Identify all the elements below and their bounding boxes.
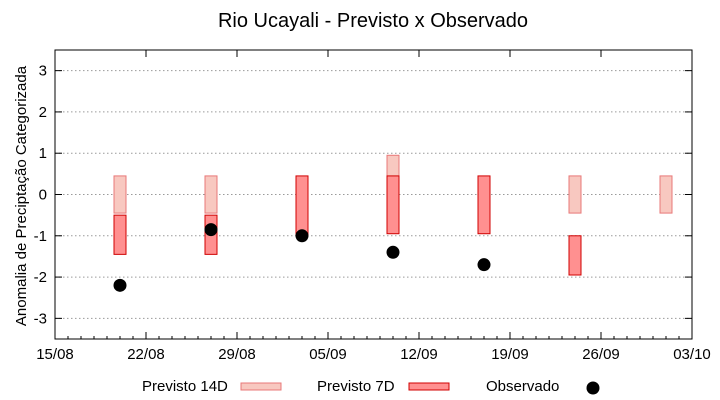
previsto-14d-bar [568, 175, 582, 214]
gridlines [55, 70, 692, 319]
observado-point [204, 223, 218, 237]
legend-swatch [408, 382, 450, 391]
previsto-7d-bar [113, 214, 127, 255]
y-tick-label: 0 [39, 187, 47, 204]
y-axis-label: Anomalia de Preciptação Categorizada [13, 65, 30, 326]
legend-label: Previsto 14D [142, 378, 228, 395]
y-tick-label: -1 [34, 228, 47, 245]
y-tick-label: 1 [39, 145, 47, 162]
x-tick-label: 15/08 [36, 346, 74, 363]
legend-label: Previsto 7D [317, 378, 395, 395]
observado-point [477, 258, 491, 272]
observado-point [386, 245, 400, 259]
previsto-7d-bar [295, 175, 309, 237]
chart-marks [113, 154, 673, 292]
x-tick-label: 22/08 [127, 346, 165, 363]
y-tick-label: 3 [39, 63, 47, 80]
axes: -3 -2 -1 0 1 2 3 15/08 22/08 29/08 05/09 12/09 19/09… [34, 50, 711, 363]
previsto-14d-bar [204, 175, 218, 214]
x-tick-label: 05/09 [309, 346, 347, 363]
chart-title: Rio Ucayali - Previsto x Observado [218, 10, 528, 32]
previsto-7d-bar [568, 235, 582, 276]
previsto-7d-bar [477, 175, 491, 235]
x-tick-label: 29/08 [218, 346, 256, 363]
legend-swatch [240, 382, 282, 391]
previsto-14d-bar [113, 175, 127, 214]
legend-label: Observado [486, 378, 559, 395]
x-tick-label: 03/10 [673, 346, 711, 363]
observado-point [295, 229, 309, 243]
y-tick-label: -3 [34, 310, 47, 327]
observado-point [113, 278, 127, 292]
previsto-7d-bar [386, 175, 400, 235]
legend: Previsto 14D Previsto 7D Observado [142, 378, 600, 395]
x-tick-label: 12/09 [400, 346, 438, 363]
legend-swatch [586, 381, 600, 395]
x-tick-label: 26/09 [582, 346, 620, 363]
previsto-14d-bar [659, 175, 673, 214]
x-tick-label: 19/09 [491, 346, 529, 363]
y-tick-label: -2 [34, 269, 47, 286]
y-tick-label: 2 [39, 104, 47, 121]
